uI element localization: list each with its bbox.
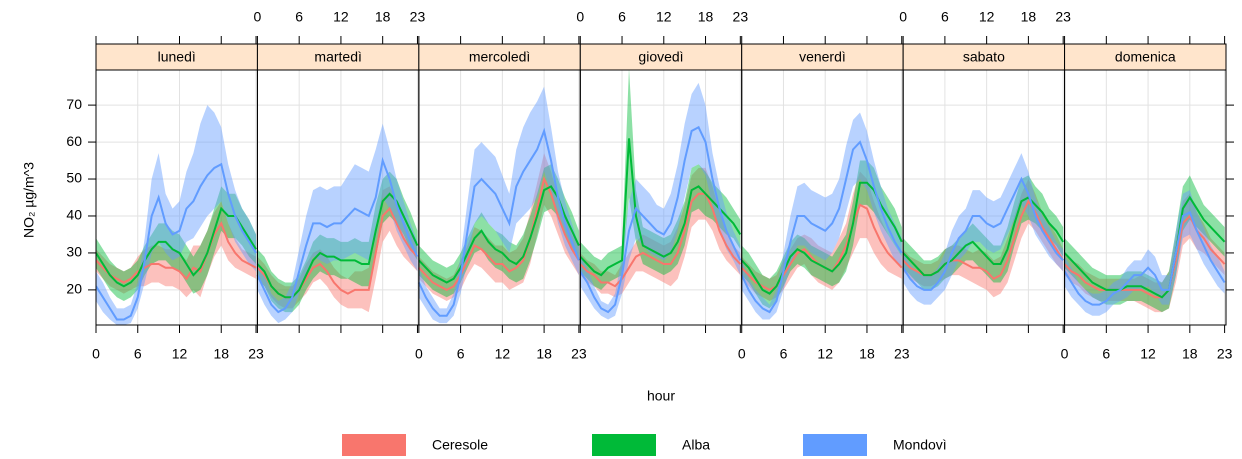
legend-swatch: [803, 434, 867, 456]
x-tick-label: 18: [1021, 9, 1037, 25]
x-tick-label: 0: [254, 9, 262, 25]
x-tick-label: 6: [1102, 346, 1110, 362]
y-tick-label: 60: [66, 133, 82, 149]
strip-label: domenica: [1115, 49, 1176, 65]
y-tick-label: 70: [66, 96, 82, 112]
strip: [256, 43, 420, 71]
y-tick-label: 40: [66, 207, 82, 223]
x-tick-label: 0: [899, 9, 907, 25]
x-tick-label: 6: [618, 9, 626, 25]
legend-label: Mondovì: [893, 437, 947, 453]
y-tick-label: 20: [66, 281, 82, 297]
x-tick-label: 23: [894, 346, 910, 362]
x-tick-label: 6: [941, 9, 949, 25]
mean-line: [418, 185, 580, 284]
x-tick-label: 23: [1217, 346, 1233, 362]
y-tick-label: 30: [66, 244, 82, 260]
confidence-band: [741, 160, 902, 309]
mean-line: [96, 206, 257, 288]
x-tick-label: 23: [733, 9, 749, 25]
x-tick-label: 12: [817, 346, 833, 362]
y-axis-label: NO₂ µg/m^3: [21, 162, 37, 238]
mean-line: [902, 176, 1064, 291]
x-axis-label: hour: [647, 388, 675, 404]
confidence-band: [741, 171, 902, 301]
confidence-band: [580, 70, 741, 290]
x-tick-label: 12: [172, 346, 188, 362]
strip: [1064, 43, 1227, 71]
x-tick-label: 0: [576, 9, 584, 25]
x-tick-label: 12: [656, 9, 672, 25]
mean-line: [417, 127, 580, 317]
strip-label: mercoledì: [469, 49, 530, 65]
x-tick-label: 18: [698, 9, 714, 25]
strip: [902, 43, 1066, 71]
x-tick-label: 6: [457, 346, 465, 362]
plot-area: [96, 70, 1226, 325]
confidence-band: [903, 179, 1064, 298]
x-tick-label: 6: [134, 346, 142, 362]
legend-label: Alba: [682, 437, 710, 453]
legend-swatch: [592, 434, 656, 456]
confidence-band: [741, 112, 902, 320]
mean-line: [256, 156, 419, 314]
confidence-band: [903, 175, 1064, 290]
confidence-band: [580, 82, 741, 320]
confidence-band: [580, 167, 741, 298]
mean-line: [579, 125, 742, 314]
mean-line: [1063, 210, 1226, 306]
mean-line: [902, 196, 1065, 277]
legend-swatch: [342, 434, 406, 456]
x-tick-label: 0: [738, 346, 746, 362]
legend-label: Ceresole: [432, 437, 488, 453]
x-tick-label: 18: [1182, 346, 1198, 362]
confidence-band: [257, 171, 418, 313]
strip: [579, 43, 743, 71]
x-tick-label: 0: [1061, 346, 1069, 362]
strip-label: sabato: [963, 49, 1005, 65]
mean-line: [418, 176, 580, 292]
x-tick-label: 0: [92, 346, 100, 362]
mean-line: [740, 140, 903, 314]
mean-line: [96, 162, 257, 321]
strip-label: martedì: [314, 49, 361, 65]
confidence-band: [1064, 193, 1225, 313]
confidence-band: [1064, 175, 1225, 313]
x-tick-label: 0: [415, 346, 423, 362]
x-tick-label: 23: [410, 9, 426, 25]
x-tick-label: 12: [333, 9, 349, 25]
x-tick-label: 12: [979, 9, 995, 25]
x-tick-label: 23: [571, 346, 587, 362]
x-tick-label: 23: [248, 346, 264, 362]
mean-line: [1063, 195, 1226, 299]
x-tick-label: 18: [536, 346, 552, 362]
strip-label: giovedì: [638, 49, 683, 65]
x-tick-label: 18: [213, 346, 229, 362]
strip-label: lunedì: [158, 49, 196, 65]
x-tick-label: 23: [1055, 9, 1071, 25]
x-tick-label: 12: [1140, 346, 1156, 362]
x-tick-label: 18: [375, 9, 391, 25]
x-tick-label: 18: [859, 346, 875, 362]
x-tick-label: 12: [495, 346, 511, 362]
mean-line: [256, 192, 419, 299]
strip: [95, 43, 258, 71]
strip: [418, 43, 581, 71]
panel-border: [1064, 69, 1227, 326]
mean-line: [96, 221, 257, 284]
confidence-band: [418, 153, 579, 301]
y-tick-label: 50: [66, 170, 82, 186]
strip-label: venerdì: [799, 49, 846, 65]
mean-line: [579, 192, 742, 288]
mean-line: [579, 138, 742, 277]
x-tick-label: 6: [295, 9, 303, 25]
confidence-band: [96, 105, 257, 325]
x-tick-label: 6: [780, 346, 788, 362]
